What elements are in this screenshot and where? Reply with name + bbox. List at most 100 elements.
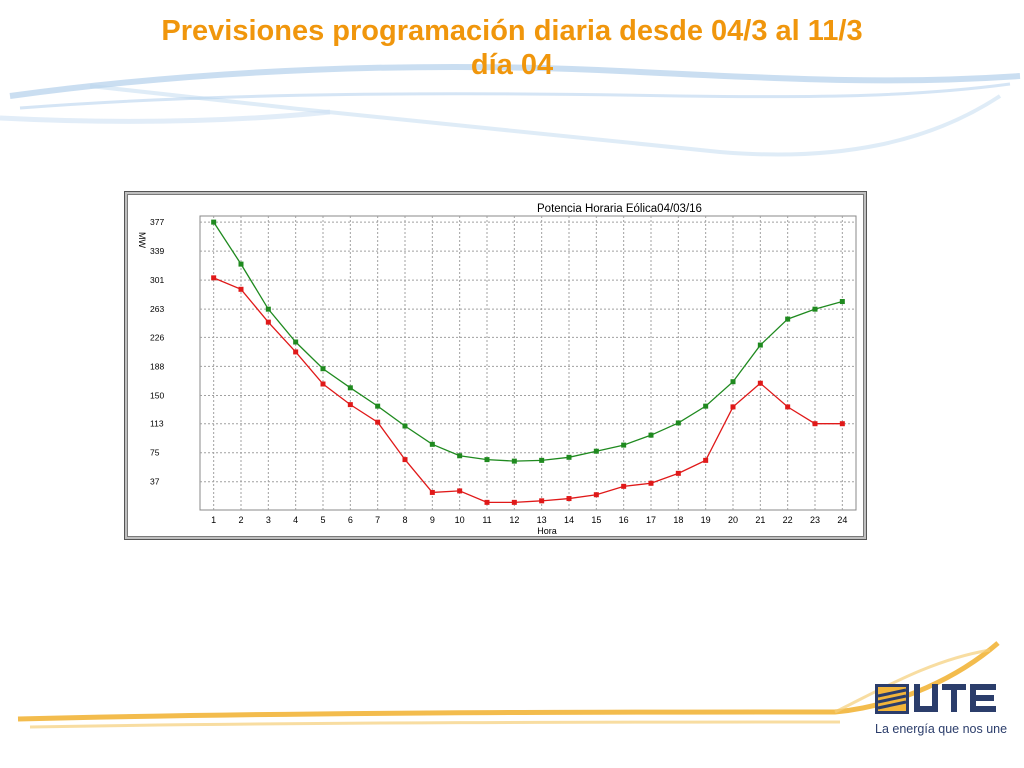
grid-lines: [199, 215, 857, 511]
x-tick-label: 16: [619, 515, 629, 525]
series-1-point: [730, 379, 736, 385]
series-2-point: [265, 319, 271, 325]
x-tick-label: 14: [564, 515, 574, 525]
series-2-point: [238, 286, 244, 292]
series-1-point: [238, 261, 244, 267]
x-tick-label: 18: [673, 515, 683, 525]
series-line-1: [213, 221, 843, 462]
y-tick-label: 188: [150, 361, 164, 371]
x-tick-label: 21: [755, 515, 765, 525]
ute-logo: [875, 684, 996, 714]
x-tick-label: 22: [783, 515, 793, 525]
x-tick-label: 13: [537, 515, 547, 525]
series-2-point: [375, 419, 381, 425]
y-tick-label: 377: [150, 217, 164, 227]
series-1-point: [511, 458, 517, 464]
x-tick-label: 20: [728, 515, 738, 525]
series-2-point: [839, 421, 845, 427]
x-tick-label: 12: [509, 515, 519, 525]
series-2-point: [457, 488, 463, 494]
axis-ticks: 1 2 3 4 5 6 7 8 9 10 11 12 13 14 15 16 17 18 19 20 21 22 23 243…: [150, 217, 847, 525]
logo-letters-icon: [914, 684, 996, 712]
series-1-point: [812, 306, 818, 312]
series-1-point: [347, 385, 353, 391]
series-2-point: [648, 480, 654, 486]
x-tick-label: 1: [211, 515, 216, 525]
x-axis-label: Hora: [537, 526, 557, 536]
series-2-point: [402, 457, 408, 463]
series-2-point: [320, 381, 326, 387]
series-1-point: [484, 457, 490, 463]
series-1-point: [293, 339, 299, 345]
series-2-point: [621, 483, 627, 489]
y-tick-label: 263: [150, 304, 164, 314]
wind-power-chart: Potencia Horaria Eólica04/03/16 MW Hora …: [137, 203, 857, 536]
x-tick-label: 8: [402, 515, 407, 525]
x-tick-label: 19: [701, 515, 711, 525]
x-tick-label: 2: [238, 515, 243, 525]
series-1-point: [757, 342, 763, 348]
x-tick-label: 3: [266, 515, 271, 525]
series-2-point: [675, 470, 681, 476]
series-1-point: [402, 423, 408, 429]
y-tick-label: 37: [150, 477, 160, 487]
series-lines: [211, 219, 845, 505]
series-1-point: [785, 316, 791, 322]
series-2-point: [429, 489, 435, 495]
series-2-point: [593, 492, 599, 498]
y-tick-label: 301: [150, 275, 164, 285]
series-1-point: [539, 457, 545, 463]
series-1-point: [265, 306, 271, 312]
y-tick-label: 113: [150, 419, 164, 429]
series-2-point: [347, 402, 353, 408]
series-1-point: [375, 403, 381, 409]
series-2-point: [539, 498, 545, 504]
series-1-point: [675, 420, 681, 426]
logo-emblem-icon: [875, 684, 909, 714]
series-2-point: [484, 499, 490, 505]
chart-title: Potencia Horaria Eólica04/03/16: [537, 203, 702, 215]
x-tick-label: 5: [320, 515, 325, 525]
series-2-point: [566, 496, 572, 502]
series-2-point: [703, 457, 709, 463]
x-tick-label: 17: [646, 515, 656, 525]
series-1-point: [566, 454, 572, 460]
chart-frame: Potencia Horaria Eólica04/03/16 MW Hora …: [124, 191, 867, 540]
x-tick-label: 10: [455, 515, 465, 525]
series-1-point: [839, 299, 845, 305]
y-tick-label: 339: [150, 246, 164, 256]
series-1-point: [703, 403, 709, 409]
y-axis-label: MW: [137, 232, 147, 248]
series-2-point: [757, 380, 763, 386]
series-line-2: [213, 277, 843, 504]
plot-border: [199, 215, 857, 511]
series-2-point: [293, 349, 299, 355]
series-1-point: [320, 366, 326, 372]
x-tick-label: 9: [430, 515, 435, 525]
x-tick-label: 24: [837, 515, 847, 525]
series-2-point: [511, 499, 517, 505]
series-2-point: [730, 404, 736, 410]
x-tick-label: 15: [591, 515, 601, 525]
x-tick-label: 23: [810, 515, 820, 525]
series-1-point: [593, 448, 599, 454]
series-2-point: [785, 404, 791, 410]
slide-title-line-2: día 04: [470, 49, 554, 81]
logo-tagline: La energía que nos une: [875, 722, 1008, 736]
series-1-point: [621, 442, 627, 448]
series-1-point: [211, 219, 217, 225]
slide-title-line-1: Previsiones programación diaria desde 04…: [161, 15, 863, 47]
x-tick-label: 11: [482, 515, 491, 525]
slide-title: Previsiones programación diaria desde 04…: [40, 14, 984, 82]
series-1-point: [429, 441, 435, 447]
series-2-point: [812, 421, 818, 427]
series-1-point: [648, 432, 654, 438]
x-tick-label: 6: [348, 515, 353, 525]
y-tick-label: 75: [150, 448, 160, 458]
y-tick-label: 150: [150, 390, 164, 400]
x-tick-label: 4: [293, 515, 298, 525]
series-1-point: [457, 453, 463, 459]
series-2-point: [211, 275, 217, 281]
y-tick-label: 226: [150, 332, 164, 342]
